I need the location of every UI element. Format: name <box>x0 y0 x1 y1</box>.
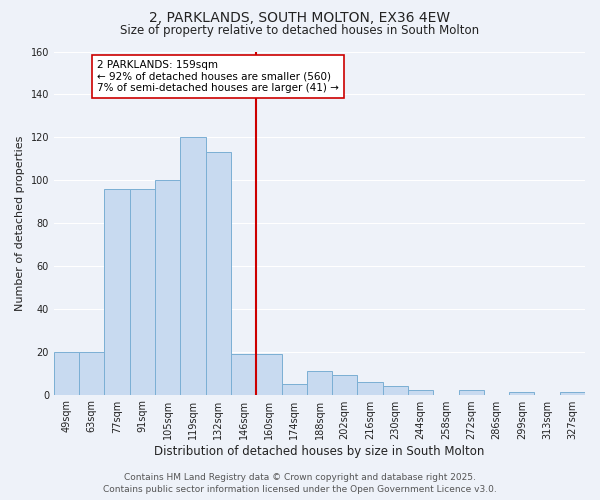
Bar <box>383 386 408 394</box>
Bar <box>256 354 281 395</box>
Bar <box>560 392 585 394</box>
Text: 2, PARKLANDS, SOUTH MOLTON, EX36 4EW: 2, PARKLANDS, SOUTH MOLTON, EX36 4EW <box>149 11 451 25</box>
Text: Contains HM Land Registry data © Crown copyright and database right 2025.
Contai: Contains HM Land Registry data © Crown c… <box>103 472 497 494</box>
Bar <box>458 390 484 394</box>
Bar <box>104 188 130 394</box>
Text: Size of property relative to detached houses in South Molton: Size of property relative to detached ho… <box>121 24 479 37</box>
Text: 2 PARKLANDS: 159sqm
← 92% of detached houses are smaller (560)
7% of semi-detach: 2 PARKLANDS: 159sqm ← 92% of detached ho… <box>97 60 339 94</box>
Bar <box>509 392 535 394</box>
X-axis label: Distribution of detached houses by size in South Molton: Distribution of detached houses by size … <box>154 444 485 458</box>
Bar <box>281 384 307 394</box>
Bar <box>181 138 206 394</box>
Bar <box>408 390 433 394</box>
Bar <box>358 382 383 394</box>
Bar <box>54 352 79 395</box>
Bar <box>79 352 104 395</box>
Bar <box>332 376 358 394</box>
Bar <box>155 180 181 394</box>
Bar <box>206 152 231 394</box>
Bar <box>231 354 256 395</box>
Bar <box>130 188 155 394</box>
Y-axis label: Number of detached properties: Number of detached properties <box>15 136 25 310</box>
Bar <box>307 371 332 394</box>
